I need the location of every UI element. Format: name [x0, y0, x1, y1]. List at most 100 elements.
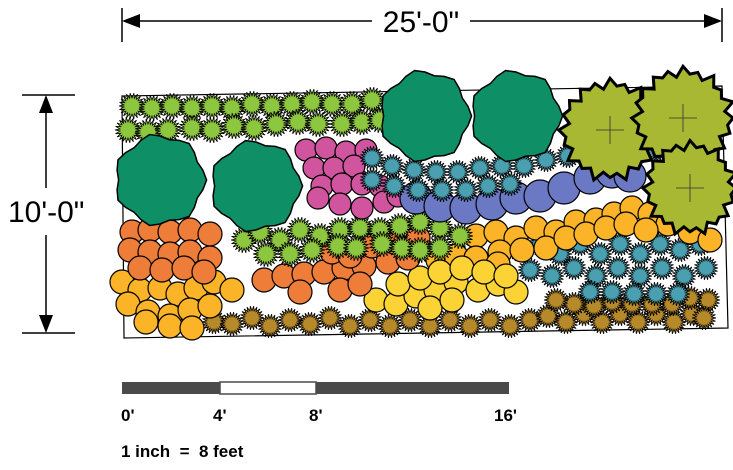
teal-spiky-plant [605, 255, 631, 281]
teal-spiky-plant [643, 281, 669, 307]
teal-spiky-plant [467, 155, 493, 181]
orange-flower [287, 279, 313, 305]
lime-spiky-plant [298, 236, 326, 264]
brown-spiky-plant [517, 307, 543, 333]
teal-spiky-plant [379, 153, 405, 179]
brown-spiky-plant [337, 313, 363, 339]
scale-tick-0: 0' [121, 406, 135, 425]
brown-spiky-plant [457, 313, 483, 339]
lime-spiky-plant [252, 240, 280, 268]
lime-spiky-plant [298, 88, 326, 116]
teal-spiky-plant [627, 263, 653, 289]
brown-spiky-plant [257, 313, 283, 339]
lime-spiky-plant [406, 236, 434, 264]
gold-flower [197, 293, 223, 319]
lime-spiky-plant [284, 108, 312, 136]
teal-spiky-plant [671, 263, 697, 289]
teal-spiky-plant [599, 279, 625, 305]
scale-tick-16: 16' [494, 406, 517, 425]
gold-flower [133, 309, 159, 335]
plant-layer [109, 63, 733, 341]
brown-spiky-plant [691, 305, 717, 331]
scale-segment-4-8 [219, 381, 317, 395]
height-dimension: 10'-0" [8, 94, 84, 334]
width-label: 25'-0" [383, 6, 459, 39]
scale-bar: 0' 4' 8' 16' 1 inch = 8 feet [121, 381, 517, 461]
green-shrub [212, 139, 304, 233]
lime-spiky-plant [328, 110, 356, 138]
brown-spiky-plant [477, 307, 503, 333]
teal-spiky-plant [649, 255, 675, 281]
teal-spiky-plant [445, 159, 471, 185]
magenta-flower [330, 172, 354, 196]
teal-spiky-plant [539, 263, 565, 289]
magenta-flower [314, 136, 338, 160]
teal-spiky-plant [359, 167, 385, 193]
scale-tick-4: 4' [213, 406, 227, 425]
yellow-flower [449, 255, 475, 281]
teal-spiky-plant [511, 153, 537, 179]
teal-spiky-plant [381, 173, 407, 199]
lime-spiky-plant [240, 114, 268, 142]
lime-tree [640, 137, 733, 237]
yellow-flower [417, 295, 443, 321]
brown-spiky-plant [497, 313, 523, 339]
lime-spiky-plant [198, 116, 226, 144]
green-shrub [116, 133, 208, 227]
lime-spiky-plant [262, 110, 290, 138]
gold-flower [533, 235, 559, 261]
yellow-flower [427, 259, 453, 285]
lime-spiky-plant [286, 216, 314, 244]
lime-spiky-plant [178, 114, 206, 142]
brown-spiky-plant [397, 307, 423, 333]
lime-spiky-plant [158, 92, 186, 120]
teal-spiky-plant [405, 177, 431, 203]
teal-spiky-plant [359, 145, 385, 171]
brown-spiky-plant [297, 311, 323, 337]
gold-flower [633, 217, 659, 243]
brown-spiky-plant [219, 311, 245, 337]
teal-spiky-plant [621, 281, 647, 307]
magenta-flower [306, 186, 330, 210]
lime-spiky-plant [198, 92, 226, 120]
teal-spiky-plant [497, 171, 523, 197]
lime-spiky-plant [238, 90, 266, 118]
scale-segment-8-16 [316, 382, 509, 394]
brown-spiky-plant [553, 309, 579, 335]
lime-spiky-plant [346, 214, 374, 242]
teal-spiky-plant [453, 177, 479, 203]
lime-spiky-plant [304, 110, 332, 138]
teal-spiky-plant [577, 279, 603, 305]
gold-flower [219, 277, 245, 303]
orange-flower [127, 255, 153, 281]
gold-flower [157, 313, 183, 339]
lime-spiky-plant [348, 108, 376, 136]
orange-flower [197, 221, 223, 247]
brown-spiky-plant [239, 305, 265, 331]
scale-tick-8: 8' [309, 406, 323, 425]
width-dimension: 25'-0" [121, 6, 723, 42]
teal-spiky-plant [583, 263, 609, 289]
teal-spiky-plant [665, 281, 691, 307]
lime-spiky-plant [324, 232, 352, 260]
orange-flower [149, 257, 175, 283]
lime-spiky-plant [138, 94, 166, 122]
brown-spiky-plant [625, 309, 651, 335]
orange-flower [191, 259, 217, 285]
lime-spiky-plant [114, 116, 142, 144]
teal-spiky-plant [561, 255, 587, 281]
brown-spiky-plant [543, 287, 569, 313]
lime-spiky-plant [426, 234, 454, 262]
lime-spiky-plant [388, 234, 416, 262]
lime-spiky-plant [342, 234, 370, 262]
brown-spiky-plant [377, 313, 403, 339]
lime-spiky-plant [386, 212, 414, 240]
lime-spiky-plant [368, 230, 396, 258]
gold-flower [509, 237, 535, 263]
teal-spiky-plant [587, 241, 613, 267]
teal-spiky-plant [429, 177, 455, 203]
green-shrub [381, 69, 473, 163]
green-shrub [472, 69, 564, 163]
brown-spiky-plant [277, 307, 303, 333]
